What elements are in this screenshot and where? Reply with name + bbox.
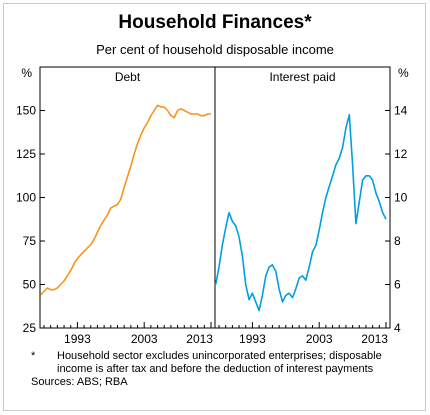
debt-ytick-label: 75: [23, 234, 37, 248]
debt-xtick-label: 1993: [64, 332, 91, 346]
interest-xtick-label: 2003: [306, 332, 333, 346]
interest-xtick-label: 2013: [361, 332, 388, 346]
footnote: * Household sector excludes unincorporat…: [31, 350, 411, 376]
debt-ytick-label: 25: [23, 321, 37, 335]
chart-title: Household Finances*: [118, 12, 312, 33]
debt-ytick-label: 100: [16, 191, 36, 205]
debt-xtick-label: 2003: [131, 332, 158, 346]
debt-xtick-label: 2013: [186, 332, 213, 346]
debt-yunit: %: [21, 66, 32, 80]
chart-notes: * Household sector excludes unincorporat…: [31, 350, 411, 389]
chart-frame: [3, 3, 426, 411]
debt-ytick-label: 150: [16, 104, 36, 118]
debt-series-line: [40, 104, 211, 296]
debt-ytick-label: 125: [16, 147, 36, 161]
interest-ytick-label: 10: [394, 191, 408, 205]
footnote-text: Household sector excludes unincorporated…: [57, 350, 382, 375]
interest-series-line: [214, 114, 387, 312]
interest-ytick-label: 8: [394, 234, 401, 248]
debt-panel-label: Debt: [115, 70, 141, 84]
footnote-marker: *: [31, 350, 36, 362]
interest-xtick-label: 1993: [239, 332, 266, 346]
debt-ytick-label: 50: [23, 278, 37, 292]
interest-ytick-label: 12: [394, 147, 408, 161]
interest-ytick-label: 4: [394, 321, 401, 335]
interest-panel-label: Interest paid: [269, 70, 335, 84]
chart-subtitle: Per cent of household disposable income: [96, 42, 334, 57]
interest-yunit: %: [398, 66, 409, 80]
interest-ytick-label: 6: [394, 278, 401, 292]
sources-note: Sources: ABS; RBA: [31, 376, 128, 388]
interest-ytick-label: 14: [394, 104, 408, 118]
